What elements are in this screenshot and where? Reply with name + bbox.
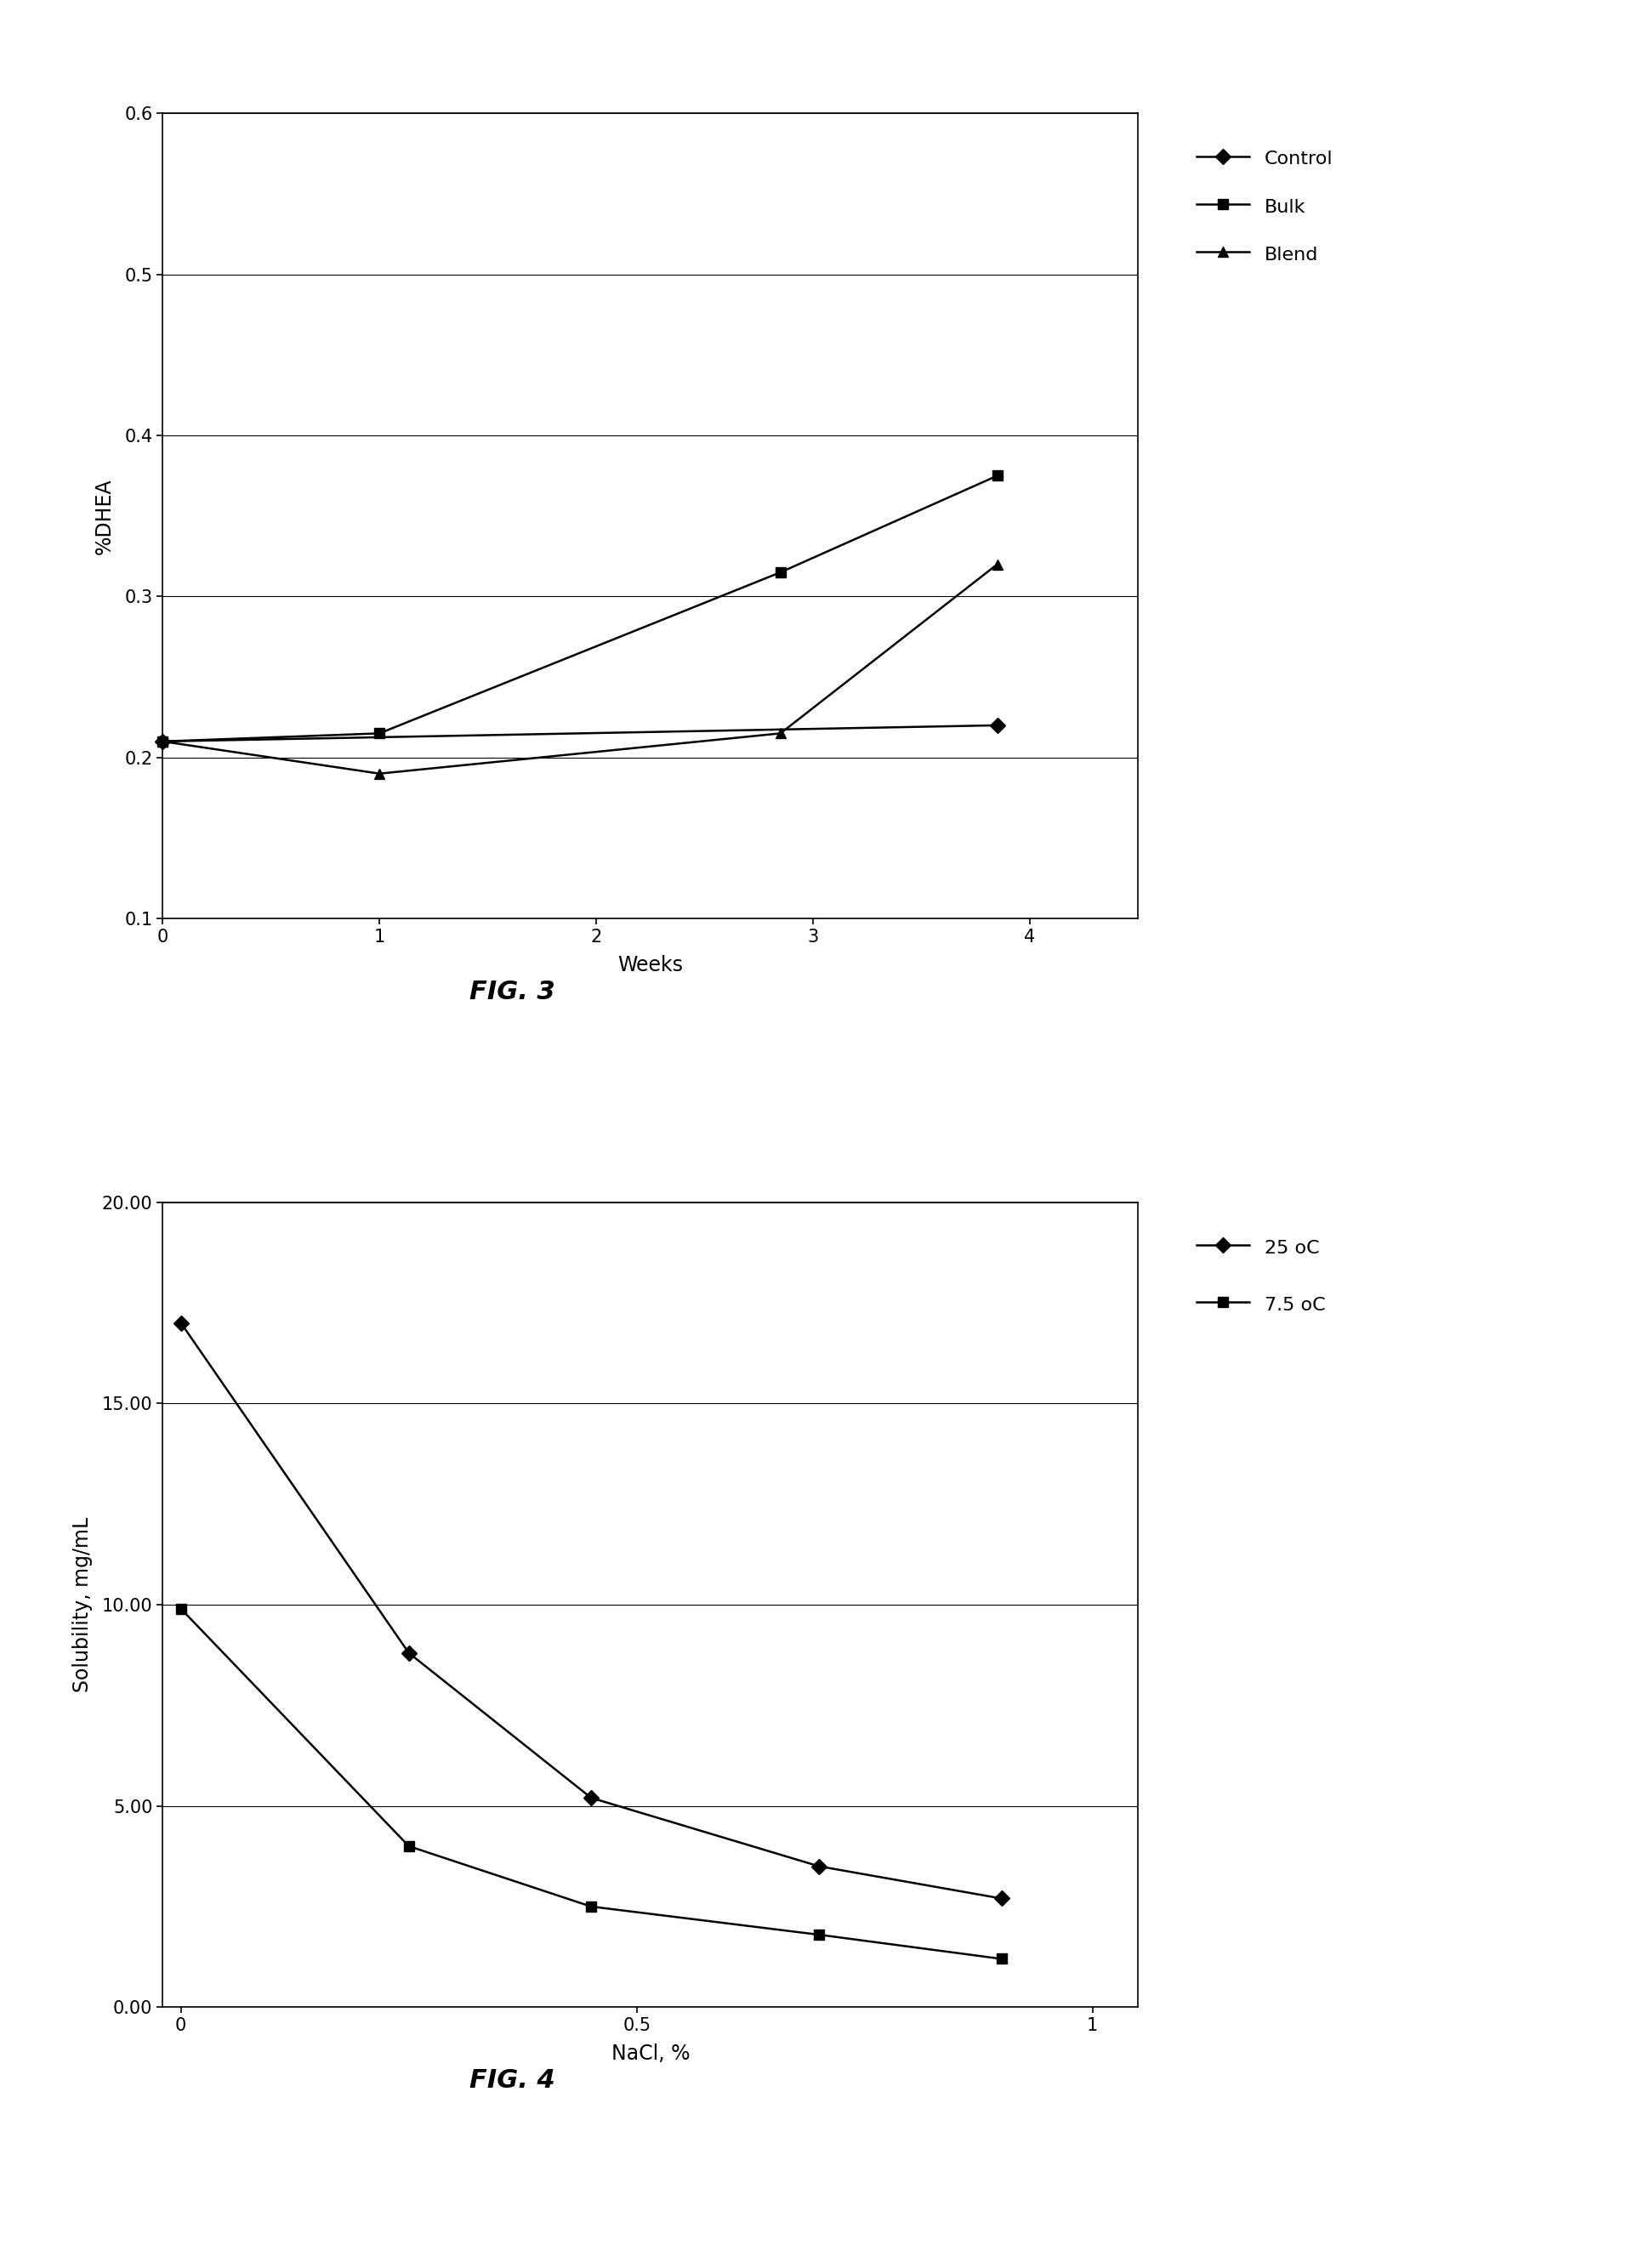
Line: 7.5 oC: 7.5 oC xyxy=(176,1603,1006,1964)
X-axis label: Weeks: Weeks xyxy=(618,955,683,975)
7.5 oC xyxy=(171,1594,190,1622)
7.5 oC xyxy=(810,1921,829,1948)
25 oC xyxy=(810,1853,829,1880)
Line: Bulk: Bulk xyxy=(158,469,1003,746)
Blend xyxy=(369,760,389,787)
Blend xyxy=(987,551,1006,578)
7.5 oC xyxy=(582,1894,602,1921)
Line: 25 oC: 25 oC xyxy=(176,1318,1006,1903)
Bulk xyxy=(153,728,172,755)
7.5 oC xyxy=(992,1946,1011,1973)
Legend: Control, Bulk, Blend: Control, Bulk, Blend xyxy=(1187,138,1341,272)
Text: FIG. 4: FIG. 4 xyxy=(470,2068,554,2093)
25 oC xyxy=(582,1785,602,1812)
Bulk xyxy=(369,719,389,746)
Y-axis label: Solubility, mg/mL: Solubility, mg/mL xyxy=(72,1517,93,1692)
25 oC xyxy=(171,1309,190,1336)
25 oC xyxy=(992,1885,1011,1912)
Bulk xyxy=(771,558,790,585)
25 oC xyxy=(398,1640,418,1667)
Blend xyxy=(771,719,790,746)
Bulk xyxy=(987,463,1006,490)
Line: Blend: Blend xyxy=(158,558,1003,778)
X-axis label: NaCl, %: NaCl, % xyxy=(611,2043,689,2064)
Y-axis label: %DHEA: %DHEA xyxy=(94,479,115,553)
Blend xyxy=(153,728,172,755)
Text: FIG. 3: FIG. 3 xyxy=(470,980,554,1005)
Legend: 25 oC, 7.5 oC: 25 oC, 7.5 oC xyxy=(1187,1227,1335,1322)
7.5 oC xyxy=(398,1833,418,1860)
